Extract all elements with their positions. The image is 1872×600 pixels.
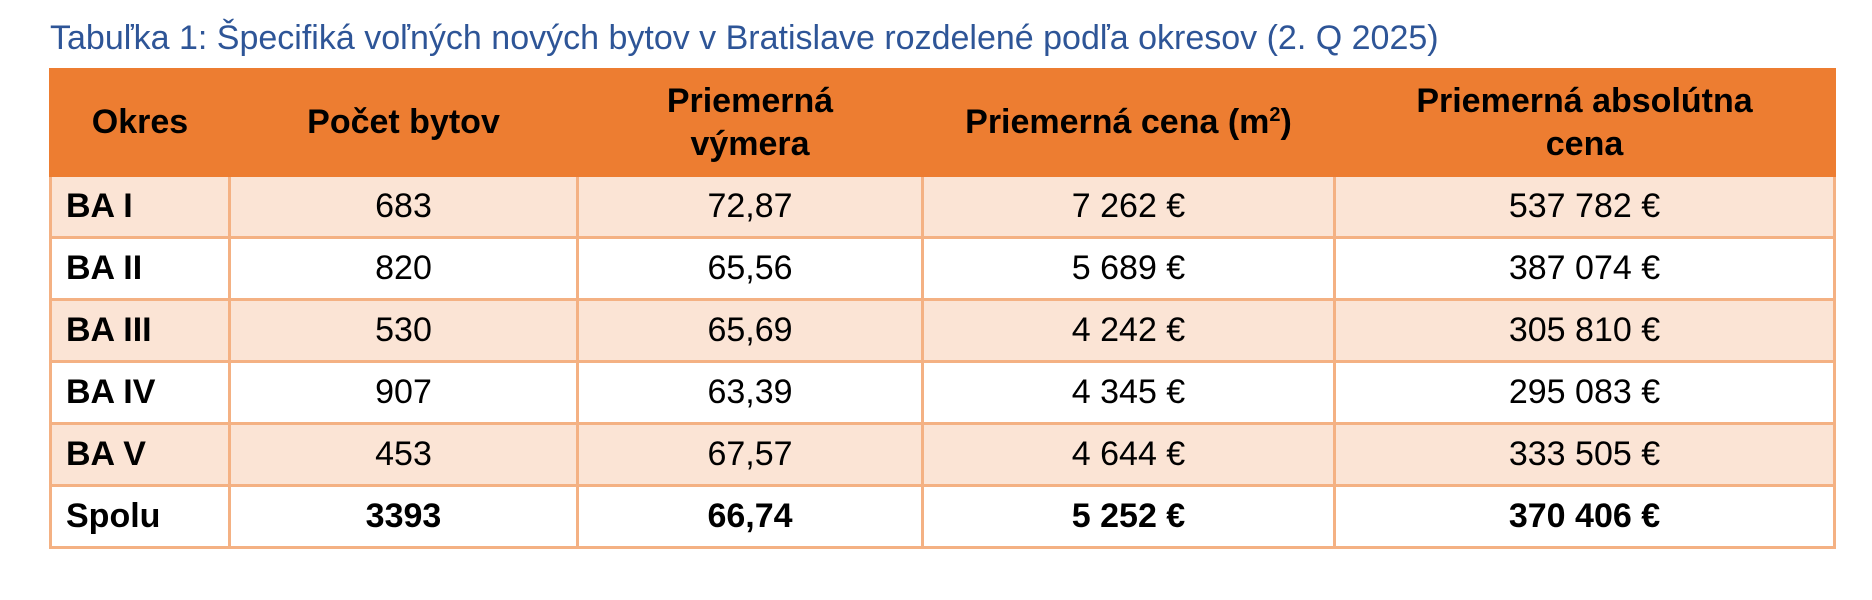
- absolute-price-cell: 295 083 €: [1333, 360, 1836, 425]
- total-row: Spolu 3393 66,74 5 252 € 370 406 €: [49, 484, 1836, 549]
- area-cell: 72,87: [576, 174, 924, 239]
- table-row: BA V 453 67,57 4 644 € 333 505 €: [49, 422, 1836, 487]
- price-m2-cell: 5 689 €: [921, 236, 1336, 301]
- header-district: Okres: [49, 68, 231, 177]
- count-cell: 820: [228, 236, 579, 301]
- count-cell: 907: [228, 360, 579, 425]
- district-cell: BA II: [49, 236, 231, 301]
- price-m2-cell: 7 262 €: [921, 174, 1336, 239]
- table-row: BA IV 907 63,39 4 345 € 295 083 €: [49, 360, 1836, 425]
- apartments-table: Okres Počet bytov Priemerná výmera Priem…: [49, 68, 1836, 549]
- area-cell: 66,74: [576, 484, 924, 549]
- district-cell: BA IV: [49, 360, 231, 425]
- absolute-price-cell: 370 406 €: [1333, 484, 1836, 549]
- header-price-m2: Priemerná cena (m2): [921, 68, 1336, 177]
- price-m2-cell: 5 252 €: [921, 484, 1336, 549]
- table-row: BA III 530 65,69 4 242 € 305 810 €: [49, 298, 1836, 363]
- header-absolute-price: Priemerná absolútna cena: [1333, 68, 1836, 177]
- count-cell: 453: [228, 422, 579, 487]
- header-row: Okres Počet bytov Priemerná výmera Priem…: [49, 68, 1836, 177]
- area-cell: 63,39: [576, 360, 924, 425]
- table-row: BA II 820 65,56 5 689 € 387 074 €: [49, 236, 1836, 301]
- count-cell: 683: [228, 174, 579, 239]
- area-cell: 65,69: [576, 298, 924, 363]
- count-cell: 3393: [228, 484, 579, 549]
- price-m2-cell: 4 345 €: [921, 360, 1336, 425]
- absolute-price-cell: 387 074 €: [1333, 236, 1836, 301]
- absolute-price-cell: 537 782 €: [1333, 174, 1836, 239]
- header-count: Počet bytov: [228, 68, 579, 177]
- district-cell: Spolu: [49, 484, 231, 549]
- price-m2-cell: 4 242 €: [921, 298, 1336, 363]
- district-cell: BA V: [49, 422, 231, 487]
- area-cell: 65,56: [576, 236, 924, 301]
- absolute-price-cell: 333 505 €: [1333, 422, 1836, 487]
- absolute-price-cell: 305 810 €: [1333, 298, 1836, 363]
- table-caption: Tabuľka 1: Špecifiká voľných nových byto…: [50, 19, 1439, 57]
- district-cell: BA I: [49, 174, 231, 239]
- header-area: Priemerná výmera: [576, 68, 924, 177]
- area-cell: 67,57: [576, 422, 924, 487]
- count-cell: 530: [228, 298, 579, 363]
- table-row: BA I 683 72,87 7 262 € 537 782 €: [49, 174, 1836, 239]
- district-cell: BA III: [49, 298, 231, 363]
- price-m2-cell: 4 644 €: [921, 422, 1336, 487]
